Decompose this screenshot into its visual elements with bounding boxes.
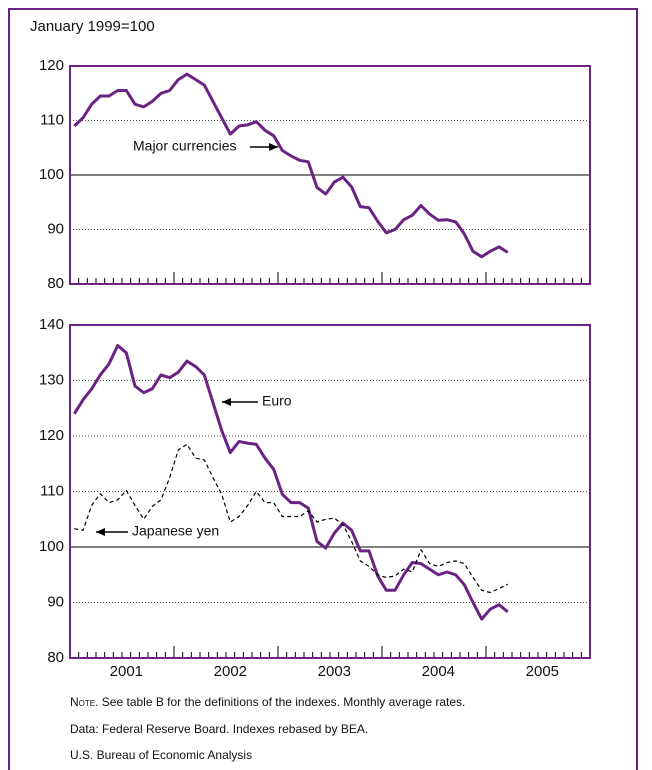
annotation: Major currencies — [133, 138, 236, 154]
y-tick-label: 80 — [47, 649, 64, 666]
arrow-head — [269, 143, 278, 151]
note: Note. See table B for the definitions of… — [70, 695, 465, 709]
y-tick-label: 100 — [39, 166, 64, 183]
y-tick-label: 130 — [39, 371, 64, 388]
series-line — [74, 443, 508, 594]
y-tick-label: 120 — [39, 427, 64, 444]
annotation: Japanese yen — [132, 523, 219, 539]
x-tick-label: 2005 — [526, 663, 559, 680]
x-tick-label: 2004 — [422, 663, 455, 680]
y-tick-label: 90 — [47, 593, 64, 610]
y-tick-label: 140 — [39, 316, 64, 333]
arrow-head — [222, 398, 231, 406]
source: Data: Federal Reserve Board. Indexes reb… — [70, 722, 368, 736]
series-line — [73, 72, 509, 259]
y-tick-label: 120 — [39, 57, 64, 74]
y-tick-label: 80 — [47, 275, 64, 292]
annotation: Euro — [262, 393, 292, 409]
credit: U.S. Bureau of Economic Analysis — [70, 748, 252, 762]
x-tick-label: 2003 — [318, 663, 351, 680]
y-tick-label: 110 — [40, 482, 64, 499]
plot-frame — [69, 324, 591, 659]
frame — [8, 8, 638, 770]
note-label: Note. — [70, 695, 98, 709]
y-axis-label: January 1999=100 — [30, 18, 155, 35]
y-tick-label: 90 — [47, 220, 64, 237]
x-tick-label: 2002 — [214, 663, 247, 680]
y-tick-label: 110 — [40, 111, 64, 128]
arrow-head — [96, 528, 105, 536]
plot-frame — [69, 65, 591, 285]
series-line — [73, 344, 509, 621]
y-tick-label: 100 — [39, 538, 64, 555]
note-text: See table B for the definitions of the i… — [102, 695, 466, 709]
x-tick-label: 2001 — [110, 663, 143, 680]
